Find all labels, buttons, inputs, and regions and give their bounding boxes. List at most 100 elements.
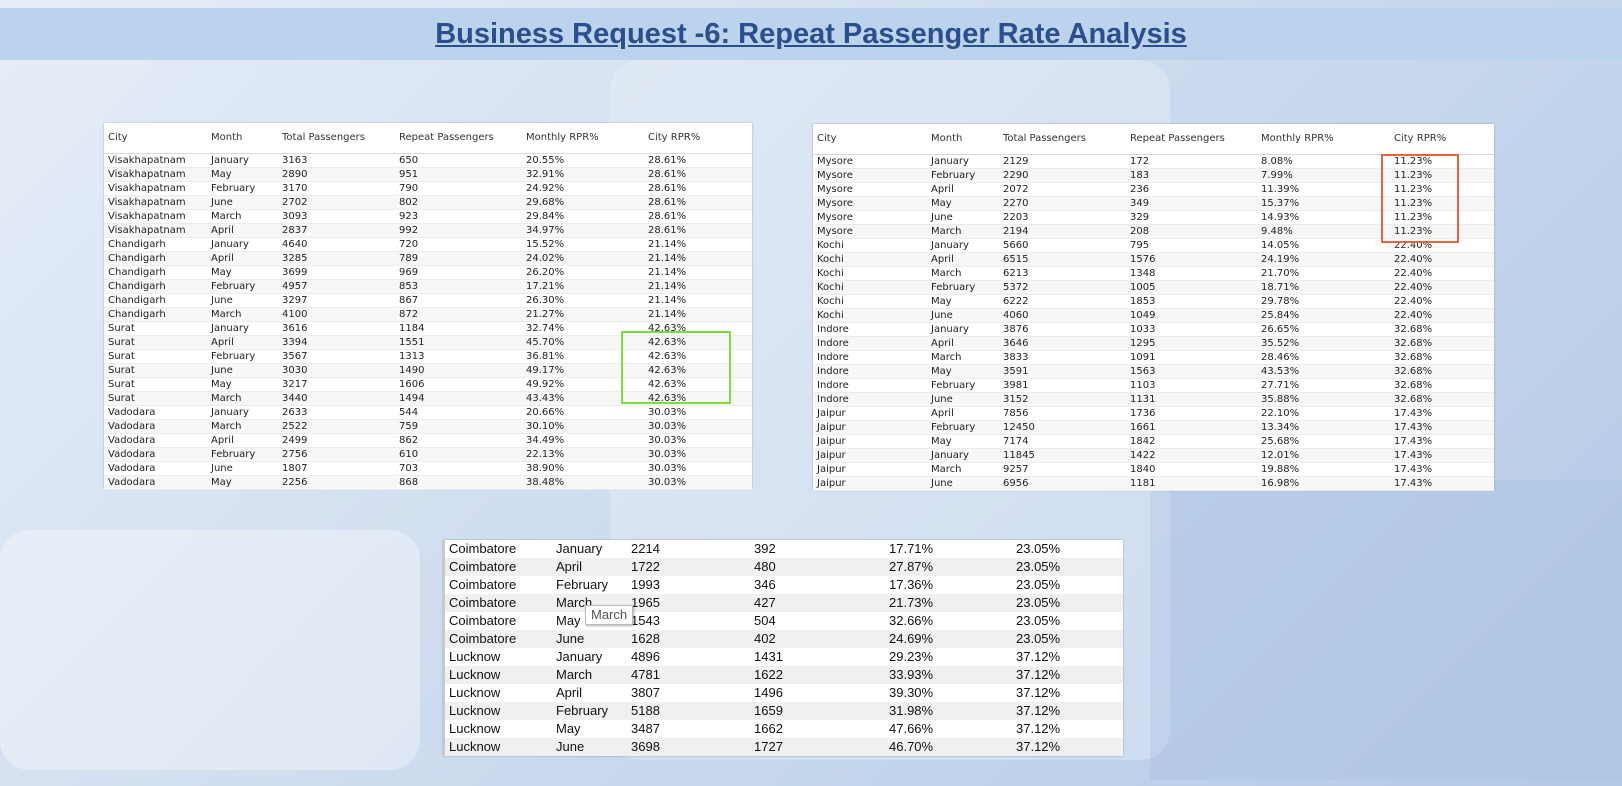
table-cell: Kochi	[813, 238, 927, 253]
table-cell: 32.91%	[522, 167, 644, 182]
table-cell: Vadodara	[104, 433, 207, 448]
table-row: Indore May 3591 1563 43.53% 32.68%	[813, 364, 1494, 379]
table-cell: 35.88%	[1257, 392, 1390, 407]
table-cell: 3030	[278, 363, 395, 378]
table-row: Vadodara May 2256 868 38.48% 30.03%	[104, 475, 752, 490]
table-cell: 28.61%	[644, 181, 752, 196]
table-cell: May	[927, 364, 999, 379]
table-cell: May	[207, 265, 278, 280]
table-cell: 18.71%	[1257, 280, 1390, 295]
table-cell: 1005	[1126, 280, 1257, 295]
table-cell: 5660	[999, 238, 1126, 253]
table-cell: 610	[395, 447, 522, 462]
table-cell: February	[552, 702, 627, 720]
table-cell: April	[927, 182, 999, 197]
table-row: Mysore May 2270 349 15.37% 11.23%	[813, 196, 1494, 211]
table-panel-2: City Month Total Passengers Repeat Passenge…	[813, 124, 1494, 491]
table-cell: 1543	[631, 613, 660, 628]
table-cell: 3217	[278, 377, 395, 392]
background-shape	[1150, 480, 1622, 780]
table-cell: Coimbatore	[445, 594, 552, 612]
table-cell: March	[927, 350, 999, 365]
column-header: City	[813, 124, 927, 155]
table-cell: 36.81%	[522, 349, 644, 364]
table-row: Visakhapatnam May 2890 951 32.91% 28.61%	[104, 167, 752, 182]
table-row: Mysore April 2072 236 11.39% 11.23%	[813, 182, 1494, 197]
table-cell: 1181	[1126, 476, 1257, 491]
table-row: Indore February 3981 1103 27.71% 32.68%	[813, 378, 1494, 393]
table-cell: Indore	[813, 392, 927, 407]
table-row: Coimbatore May 1543 504 32.66% 23.05%	[445, 612, 1123, 630]
table-cell: 15.52%	[522, 237, 644, 252]
table-cell: 346	[754, 577, 776, 592]
table-cell: 11.23%	[1390, 182, 1494, 197]
column-header: Month	[207, 123, 278, 154]
table-cell: 32.68%	[1390, 378, 1494, 393]
table-cell: 1131	[1126, 392, 1257, 407]
table-row: Coimbatore June 1628 402 24.69% 23.05%	[445, 630, 1123, 648]
table-cell: 37.12%	[1016, 649, 1061, 664]
table-cell: May	[927, 196, 999, 211]
table-cell: Lucknow	[449, 685, 501, 700]
table-cell: January	[207, 321, 278, 336]
table-cell: 2214	[631, 541, 660, 556]
table-cell: 26.30%	[522, 293, 644, 308]
table-cell: 1490	[395, 363, 522, 378]
table-cell: 17.43%	[1390, 434, 1494, 449]
table-cell: 544	[395, 405, 522, 420]
table-cell: 21.70%	[1257, 266, 1390, 281]
table-cell: Visakhapatnam	[104, 153, 207, 168]
table-cell: April	[927, 252, 999, 267]
table-cell: 1494	[395, 391, 522, 406]
table-cell: 7856	[999, 406, 1126, 421]
table-cell: 2522	[278, 419, 395, 434]
table-cell: 6222	[999, 294, 1126, 309]
table-cell: 3698	[627, 738, 750, 756]
table-cell: 29.84%	[522, 209, 644, 224]
table-cell: 32.68%	[1390, 322, 1494, 337]
table-cell: 951	[395, 167, 522, 182]
table-row: Vadodara February 2756 610 22.13% 30.03%	[104, 447, 752, 462]
table-cell: 34.49%	[522, 433, 644, 448]
table-cell: May	[927, 294, 999, 309]
table-cell: 21.14%	[644, 279, 752, 294]
table-cell: January	[207, 237, 278, 252]
table-cell: 37.12%	[1016, 685, 1061, 700]
table-cell: 3591	[999, 364, 1126, 379]
table-cell: Indore	[813, 378, 927, 393]
table-cell: Chandigarh	[104, 265, 207, 280]
table-row: Kochi April 6515 1576 24.19% 22.40%	[813, 252, 1494, 267]
table-cell: 1853	[1126, 294, 1257, 309]
table-cell: April	[207, 251, 278, 266]
table-cell: 31.98%	[885, 702, 1012, 720]
table-row: Lucknow April 3807 1496 39.30% 37.12%	[445, 684, 1123, 702]
table-cell: 37.12%	[1012, 666, 1123, 684]
table-cell: Indore	[813, 350, 927, 365]
table-cell: 4957	[278, 279, 395, 294]
table-cell: February	[207, 447, 278, 462]
table-cell: March	[207, 391, 278, 406]
column-header: City RPR%	[644, 123, 752, 154]
table-cell: 21.14%	[644, 265, 752, 280]
table-cell: 32.68%	[1390, 392, 1494, 407]
table-cell: 427	[750, 594, 885, 612]
table-cell: 1033	[1126, 322, 1257, 337]
table-cell: Surat	[104, 321, 207, 336]
table-cell: 13.34%	[1257, 420, 1390, 435]
column-header: City RPR%	[1390, 124, 1494, 155]
table-row: Vadodara June 1807 703 38.90% 30.03%	[104, 461, 752, 476]
table-cell: 208	[1126, 224, 1257, 239]
table-row: Chandigarh January 4640 720 15.52% 21.14%	[104, 237, 752, 252]
table-row: Indore January 3876 1033 26.65% 32.68%	[813, 322, 1494, 337]
table-cell: 789	[395, 251, 522, 266]
table-cell: 3285	[278, 251, 395, 266]
table-cell: 867	[395, 293, 522, 308]
table-cell: May	[556, 721, 581, 736]
table-header-row: City Month Total Passengers Repeat Passenge…	[813, 124, 1494, 155]
table-row: Indore April 3646 1295 35.52% 32.68%	[813, 336, 1494, 351]
table-cell: Coimbatore	[449, 613, 517, 628]
table-row: Jaipur January 11845 1422 12.01% 17.43%	[813, 448, 1494, 463]
table-cell: 504	[754, 613, 776, 628]
table-cell: Mysore	[813, 224, 927, 239]
table-row: Indore March 3833 1091 28.46% 32.68%	[813, 350, 1494, 365]
